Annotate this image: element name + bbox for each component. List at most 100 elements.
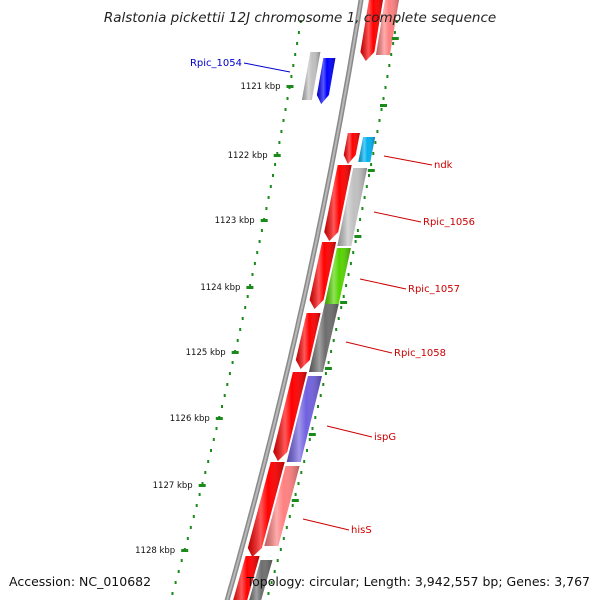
ruler-inner-dot: [253, 262, 256, 265]
ruler-inner-dot: [292, 64, 295, 67]
ruler-outer-dot: [365, 185, 368, 188]
ruler-outer-dot: [276, 559, 279, 562]
gene-ndk-shade: [358, 137, 376, 162]
gene-label-leader: [326, 425, 373, 438]
ruler-outer-tick: [324, 367, 332, 370]
ruler-outer-dot: [337, 317, 340, 320]
gene-rpic1054-gray-shade: [301, 52, 321, 100]
ruler-inner-dot: [276, 152, 279, 155]
ruler-outer-dot: [384, 86, 387, 89]
gene-bottom-gray-shade: [249, 560, 273, 600]
ruler-inner-dot: [286, 97, 289, 100]
gene-label: Rpic_1058: [394, 348, 446, 359]
ruler-outer-dot: [317, 405, 319, 408]
gene-label-leader: [243, 62, 291, 73]
gene-label: hisS: [351, 525, 372, 536]
ruler-tick: [231, 351, 239, 354]
ruler-outer-dot: [306, 449, 308, 452]
ruler-inner-dot: [215, 427, 218, 430]
gene-label-leader: [373, 211, 422, 223]
ruler-label: 1121 kbp: [240, 82, 280, 92]
ruler-outer-dot: [361, 207, 364, 210]
ruler-outer-dot: [388, 64, 391, 67]
ruler-outer-dot: [267, 592, 270, 595]
ruler-inner-dot: [272, 174, 274, 177]
ruler-inner-dot: [236, 339, 239, 342]
ruler-tick: [181, 549, 189, 552]
ruler-inner-dot: [265, 207, 268, 210]
ruler-outer-dot: [372, 152, 375, 155]
ruler-inner-dot: [296, 42, 299, 45]
gene-ispg-shade: [286, 376, 322, 462]
ruler-inner-dot: [244, 306, 247, 309]
ruler-outer-dot: [285, 526, 288, 529]
ruler-label: 1122 kbp: [228, 151, 268, 161]
gene-red-f-shade: [247, 462, 285, 557]
ruler-outer-dot: [380, 108, 383, 111]
gene-label: ndk: [434, 160, 453, 171]
ruler-inner-dot: [299, 20, 302, 23]
ruler-label: 1124 kbp: [200, 283, 240, 293]
ruler-inner-dot: [171, 592, 174, 595]
ruler-outer-dot: [349, 262, 352, 265]
ruler-label: 1127 kbp: [153, 481, 193, 491]
ruler-inner-dot: [195, 504, 198, 507]
ruler-outer-dot: [356, 229, 359, 232]
map-title: Ralstonia pickettii 12J chromosome 1, co…: [103, 10, 497, 26]
ruler-inner-dot: [174, 581, 177, 584]
ruler-outer-tick: [291, 499, 299, 502]
backbone-highlight: [226, 0, 363, 600]
ruler-outer-dot: [324, 372, 327, 375]
ruler-outer-dot: [386, 75, 389, 78]
ruler-label: 1123 kbp: [215, 216, 255, 226]
gene-top-lightred-1-shade: [375, 0, 399, 55]
ruler-outer-dot: [378, 119, 381, 122]
gene-label: Rpic_1056: [423, 217, 475, 228]
ruler-outer-dot: [314, 416, 317, 419]
ruler-outer-dot: [282, 537, 285, 540]
ruler-inner-dot: [177, 570, 180, 573]
ruler-outer-tick: [380, 104, 387, 107]
ruler-inner-dot: [258, 240, 261, 243]
ruler-inner-dot: [267, 196, 270, 199]
ruler-outer-dot: [297, 482, 300, 485]
ruler-inner-dot: [228, 372, 231, 375]
gene-top-red-1-shade: [360, 0, 383, 61]
ruler-inner-dot: [249, 284, 252, 287]
topology-label: Topology: circular; Length: 3,942,557 bp…: [246, 574, 590, 589]
ruler-inner-dot: [294, 53, 297, 56]
gene-red-b-shade: [324, 165, 352, 241]
ruler-outer-dot: [322, 383, 325, 386]
ruler-outer-dot: [382, 97, 385, 100]
ruler-outer-dot: [330, 350, 333, 353]
ruler-outer-dot: [288, 515, 291, 518]
ruler-inner-dot: [210, 449, 212, 452]
gene-hiss-shade: [264, 466, 300, 546]
ruler-outer-dot: [368, 174, 370, 177]
gene-red-e-shade: [273, 372, 307, 461]
ruler-inner-dot: [282, 119, 285, 122]
ruler-inner-dot: [241, 317, 244, 320]
ruler-outer-tick: [340, 301, 348, 304]
ruler-tick: [215, 417, 223, 420]
gene-label: ispG: [374, 432, 396, 443]
ruler-label: 1125 kbp: [186, 348, 226, 358]
gene-red-g-shade: [233, 556, 260, 600]
ruler-outer-dot: [291, 504, 294, 507]
ruler-tick: [260, 219, 268, 222]
ruler-outer-tick: [367, 169, 375, 172]
ruler-outer-dot: [392, 42, 395, 45]
ruler-inner-dot: [274, 163, 277, 166]
ruler-outer-dot: [327, 361, 330, 364]
accession-label: Accession: NC_010682: [9, 574, 152, 589]
gene-label-leader: [359, 278, 407, 290]
ruler-inner-dot: [239, 328, 242, 331]
ruler-outer-dot: [294, 493, 297, 496]
ruler-inner-dot: [256, 251, 259, 254]
ruler-inner-dot: [284, 108, 287, 111]
ruler-inner-dot: [221, 405, 223, 408]
gene-rpic1057-shade: [324, 248, 351, 304]
ruler-outer-dot: [273, 570, 276, 573]
ruler-inner-dot: [189, 526, 192, 529]
